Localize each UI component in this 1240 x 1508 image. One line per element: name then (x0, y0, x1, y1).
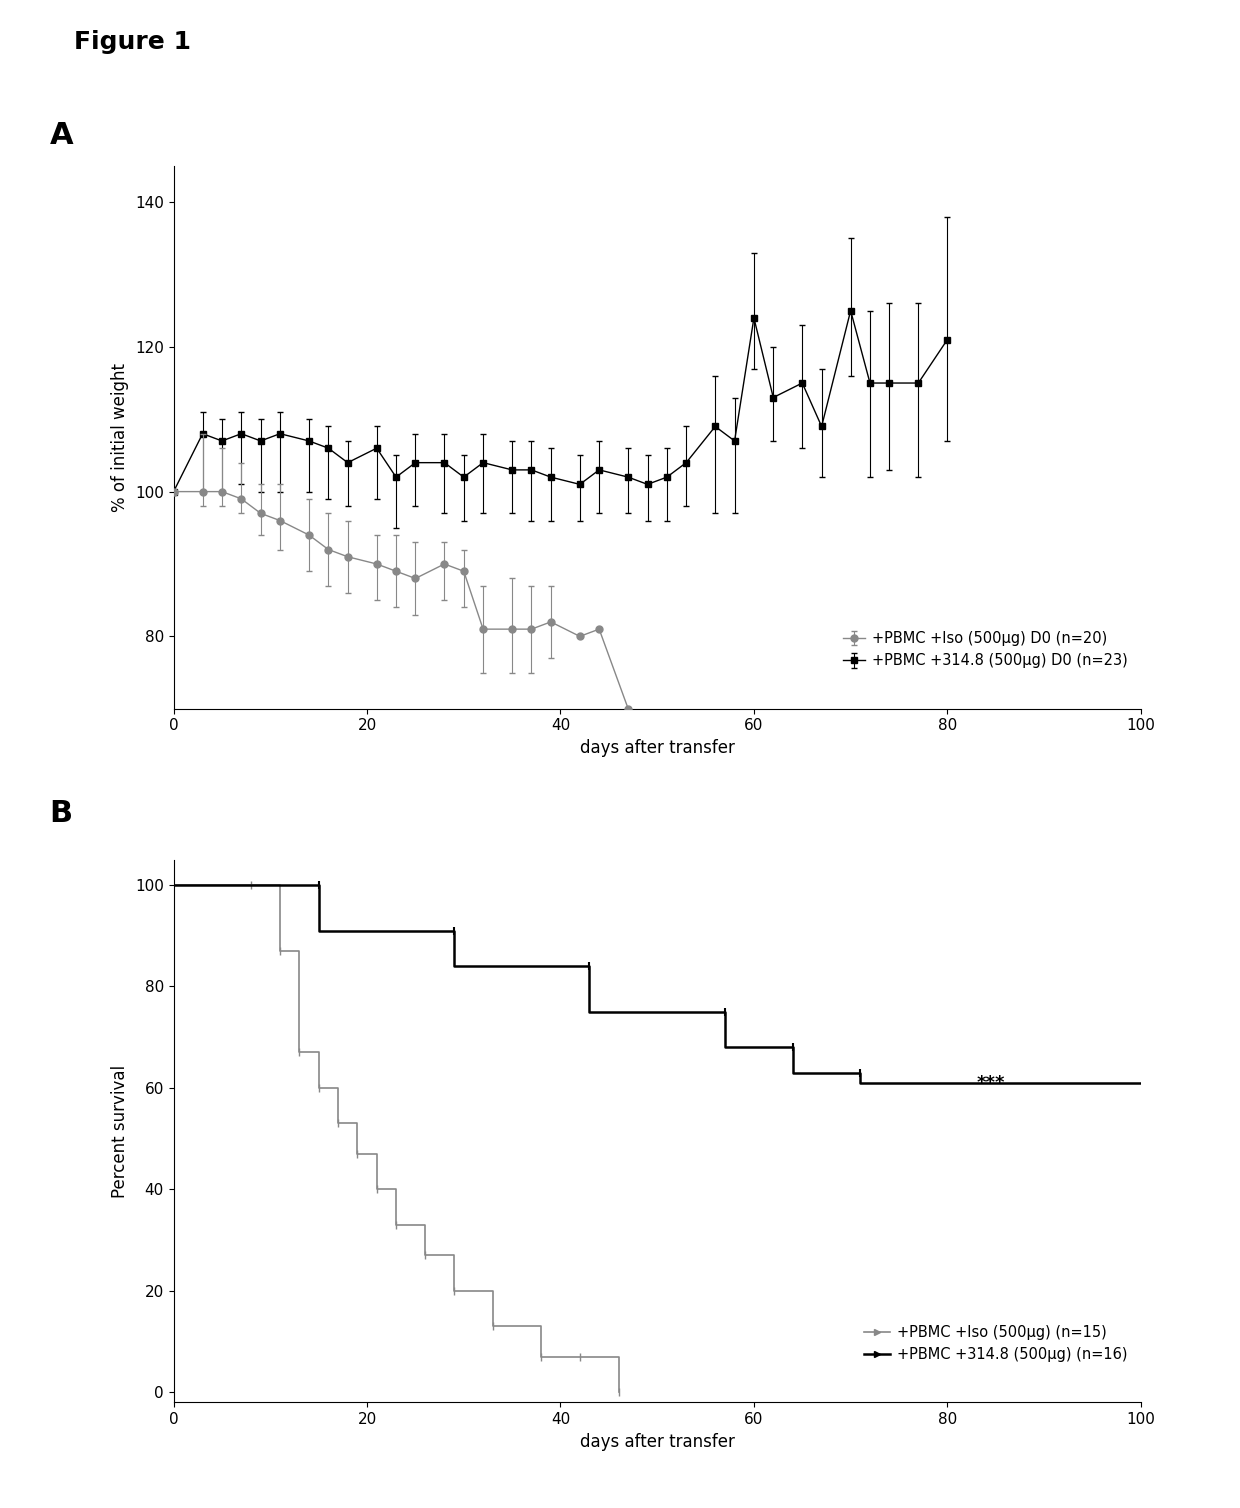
Text: B: B (50, 799, 73, 828)
Legend: +PBMC +Iso (500μg) D0 (n=20), +PBMC +314.8 (500μg) D0 (n=23): +PBMC +Iso (500μg) D0 (n=20), +PBMC +314… (837, 626, 1133, 674)
Legend: +PBMC +Iso (500μg) (n=15), +PBMC +314.8 (500μg) (n=16): +PBMC +Iso (500μg) (n=15), +PBMC +314.8 … (858, 1320, 1133, 1368)
Text: A: A (50, 121, 73, 149)
X-axis label: days after transfer: days after transfer (580, 739, 734, 757)
X-axis label: days after transfer: days after transfer (580, 1433, 734, 1451)
Y-axis label: Percent survival: Percent survival (112, 1065, 129, 1197)
Text: Figure 1: Figure 1 (74, 30, 191, 54)
Y-axis label: % of initial weight: % of initial weight (112, 363, 129, 511)
Text: ***: *** (976, 1074, 1004, 1092)
